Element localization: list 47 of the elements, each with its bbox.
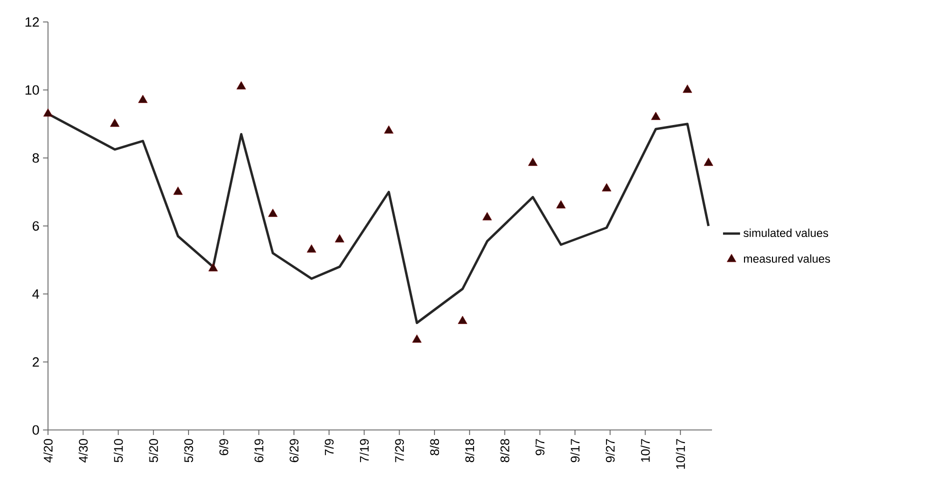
point [458, 316, 468, 324]
y-tick-label: 12 [26, 17, 39, 27]
point [110, 118, 120, 127]
x-tick-label: 10/17 [676, 439, 685, 469]
point [556, 200, 566, 208]
x-tick-label: 7/29 [394, 439, 404, 462]
x-tick-label: 5/30 [184, 438, 194, 462]
point [528, 158, 538, 166]
x-tick-label: 10/7 [640, 439, 650, 462]
point [173, 186, 183, 195]
y-tick-label: 10 [26, 85, 39, 95]
point [482, 212, 492, 220]
x-tick-label: 6/19 [254, 439, 264, 462]
point [43, 108, 53, 117]
x-tick-label: 8/18 [465, 439, 474, 462]
point [682, 84, 692, 93]
x-tick-label: 8/8 [430, 439, 440, 456]
x-tick-label: 4/20 [43, 438, 53, 462]
x-tick-label: 7/9 [324, 439, 334, 456]
x-tick-label: 5/10 [114, 438, 123, 462]
x-tick-label: 6/9 [219, 439, 228, 456]
point [138, 94, 148, 103]
y-tick-label: 0 [32, 425, 39, 435]
x-tick-label: 9/17 [570, 439, 580, 462]
y-tick-label: 4 [32, 289, 40, 299]
y-tick-label: 8 [32, 153, 39, 163]
x-tick-label: 7/19 [360, 439, 369, 462]
point [236, 81, 246, 90]
point [334, 234, 344, 242]
legend-label: measured values [744, 254, 830, 263]
point [651, 112, 660, 120]
x-tick-label: 5/20 [148, 438, 158, 462]
x-tick-label: 6/29 [289, 439, 299, 462]
point [306, 244, 316, 253]
legend-label: simulated values [744, 228, 828, 238]
x-tick-label: 8/28 [500, 439, 510, 462]
x-tick-label: 4/30 [78, 438, 88, 462]
x-tick-label: 9/7 [535, 439, 544, 456]
point [384, 125, 394, 134]
point [412, 334, 422, 343]
point [208, 263, 218, 272]
y-tick-label: 2 [32, 357, 39, 367]
point [602, 183, 612, 192]
point [704, 158, 714, 166]
x-tick-label: 9/27 [606, 439, 615, 462]
y-tick-label: 6 [32, 221, 39, 231]
point [268, 208, 278, 217]
